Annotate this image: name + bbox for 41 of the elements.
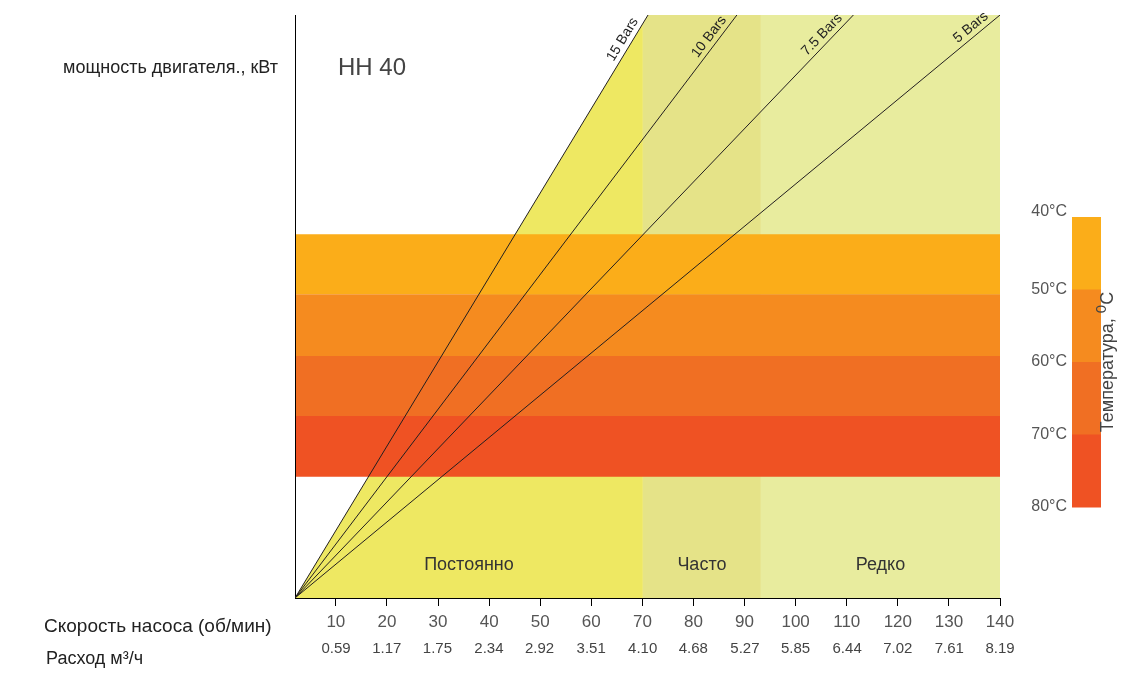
x2-tick-label: 4.68 <box>678 639 708 657</box>
x2-tick-label: 7.02 <box>883 639 913 657</box>
x-tick-label: 10 <box>326 611 346 631</box>
band-label: Часто <box>677 553 727 574</box>
x-tick-label: 40 <box>479 611 499 631</box>
x2-tick-label: 5.85 <box>780 639 811 657</box>
x2-tick-label: 8.19 <box>985 639 1015 657</box>
x2-tick-label: 1.75 <box>422 639 452 657</box>
x2-tick-label: 2.34 <box>474 639 504 657</box>
color-bar-label: 50°C <box>1031 279 1067 297</box>
x-tick-label: 60 <box>581 611 601 631</box>
x-tick-label: 20 <box>377 611 397 631</box>
x-tick-label: 140 <box>985 611 1015 631</box>
x-axis-title: Скорость насоса (об/мин) <box>44 615 272 637</box>
text: HH 40 <box>338 52 407 80</box>
x-tick-label: 70 <box>632 611 652 631</box>
x2-axis-title: Расход м³/ч <box>46 647 144 668</box>
x2-tick-label: 4.10 <box>628 639 658 657</box>
x2-tick-label: 2.92 <box>525 639 555 657</box>
x-tick-label: 50 <box>530 611 550 631</box>
x2-tick-label: 3.51 <box>576 639 606 657</box>
x-tick-label: 100 <box>781 611 810 631</box>
x2-tick-label: 5.27 <box>730 639 760 657</box>
color-bar-label: 40°C <box>1031 202 1067 220</box>
x-tick-label: 110 <box>833 611 861 631</box>
x-tick-label: 90 <box>735 611 755 631</box>
color-bar-label: 60°C <box>1031 352 1067 370</box>
x-tick-label: 130 <box>934 611 964 631</box>
band-label: Постоянно <box>424 553 514 574</box>
x-tick-label: 120 <box>883 611 913 631</box>
x2-tick-label: 7.61 <box>934 639 964 657</box>
band-label: Редко <box>855 553 906 574</box>
x-tick-label: 80 <box>684 611 703 631</box>
x2-tick-label: 1.17 <box>372 639 402 657</box>
y-axis-title: мощность двигателя., кВт <box>63 56 278 77</box>
x-tick-label: 30 <box>428 611 448 631</box>
color-bar-label: 70°C <box>1031 424 1067 442</box>
x2-tick-label: 0.59 <box>321 639 351 657</box>
color-bar-label: 80°C <box>1031 497 1067 515</box>
x2-tick-label: 6.44 <box>832 639 862 657</box>
text: 5 Bars <box>949 7 991 46</box>
